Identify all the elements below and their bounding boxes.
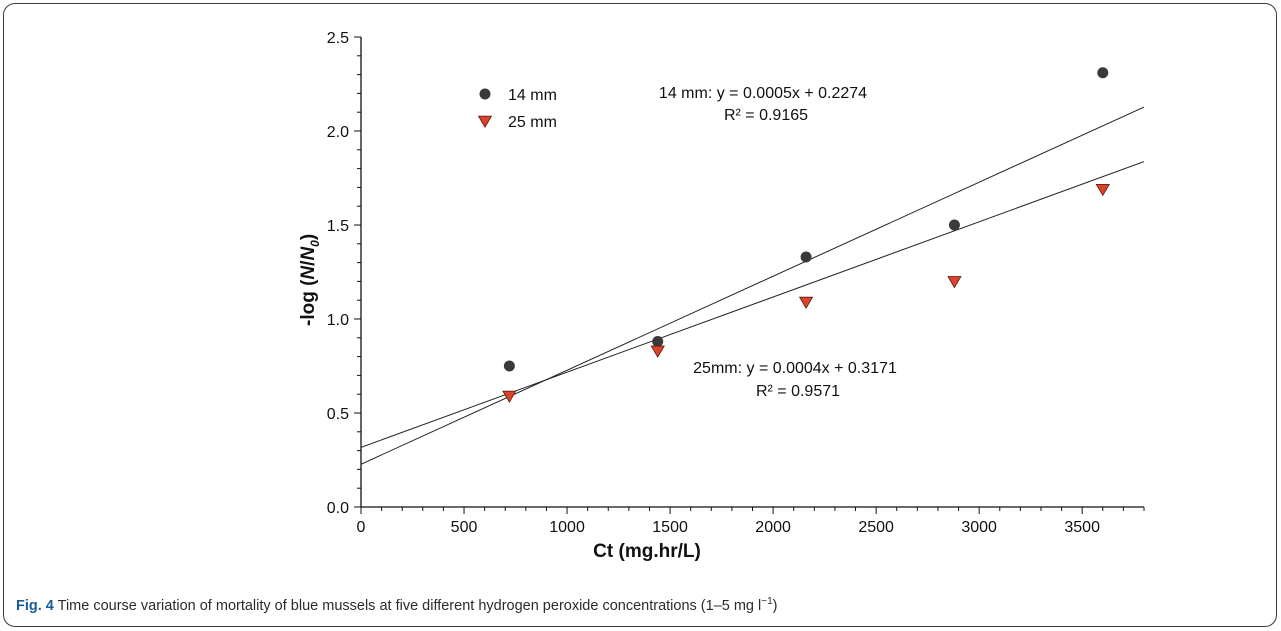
caption-text: Time course variation of mortality of bl… xyxy=(53,597,762,614)
y-tick-label: 2.0 xyxy=(327,124,349,141)
x-tick-label: 3000 xyxy=(961,519,997,536)
y-tick-label: 2.5 xyxy=(327,30,349,47)
y-tick-label: 0.5 xyxy=(327,406,349,423)
x-tick-label: 3500 xyxy=(1064,519,1100,536)
data-point-series-1 xyxy=(800,251,812,263)
y-tick-label: 1.5 xyxy=(327,218,349,235)
y-axis-label: -log (N/N0) xyxy=(298,233,322,326)
x-tick-label: 1500 xyxy=(652,519,688,536)
data-point-series-2 xyxy=(947,276,962,289)
data-point-series-1 xyxy=(948,219,960,231)
fit-r2-series-1: R² = 0.9165 xyxy=(724,107,808,124)
data-point-series-2 xyxy=(798,296,814,310)
caption-lead: Fig. 4 xyxy=(16,597,54,614)
data-point-series-2 xyxy=(502,390,517,404)
fit-equation-series-2: 25mm: y = 0.0004x + 0.3171 xyxy=(693,360,897,377)
x-axis-label: Ct (mg.hr/L) xyxy=(593,541,701,562)
fit-line-series-1 xyxy=(361,106,1144,465)
figure-frame xyxy=(3,3,1277,627)
legend-label-series-1: 14 mm xyxy=(508,87,557,104)
fit-line-series-2 xyxy=(361,161,1144,448)
caption-tail: ) xyxy=(772,597,778,614)
figure-caption: Fig. 4 Time course variation of mortalit… xyxy=(16,596,778,614)
plot-area: 0 500 1000 1500 2000 2500 3000 3500 0.0 0.5 1.0 1.5… xyxy=(327,30,1145,536)
fit-equation-series-1: 14 mm: y = 0.0005x + 0.2274 xyxy=(659,85,867,102)
x-tick-label: 0 xyxy=(357,519,366,536)
fit-r2-series-2: R² = 0.9571 xyxy=(756,383,840,400)
data-point-series-1 xyxy=(503,360,515,372)
x-tick-label: 2000 xyxy=(755,519,791,536)
legend-marker-series-1 xyxy=(479,88,491,100)
data-point-series-1 xyxy=(652,336,664,348)
data-point-series-1 xyxy=(1097,67,1109,79)
caption-sup: −1 xyxy=(761,596,773,607)
legend-label-series-2: 25 mm xyxy=(508,114,557,131)
y-tick-label: 1.0 xyxy=(327,312,349,329)
data-point-series-2 xyxy=(1095,184,1110,197)
x-tick-label: 1000 xyxy=(549,519,585,536)
legend-marker-series-2 xyxy=(477,115,493,128)
data-point-series-2 xyxy=(650,345,665,358)
x-tick-label: 2500 xyxy=(858,519,894,536)
x-tick-label: 500 xyxy=(451,519,478,536)
y-tick-label: 0.0 xyxy=(327,500,349,517)
